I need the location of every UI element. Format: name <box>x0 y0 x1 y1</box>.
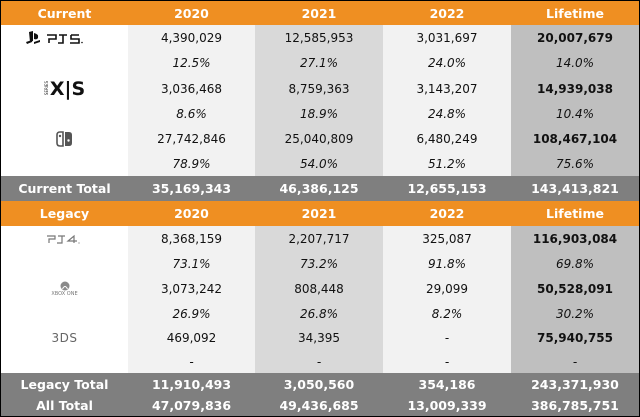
table-row-ps4-share: 73.1% 73.2% 91.8% 69.8% <box>1 251 639 277</box>
legacy-total-lifetime: 243,371,930 <box>511 373 639 395</box>
xbox-one-2021-share: 26.8% <box>255 301 383 326</box>
3ds-2021-share: - <box>255 350 383 373</box>
ps5-logo-icon <box>1 25 128 50</box>
ps4-2022-share: 91.8% <box>383 251 511 276</box>
current-total-label: Current Total <box>1 176 128 201</box>
table-row-ps5-share: 12.5% 27.1% 24.0% 14.0% <box>1 50 639 77</box>
3ds-2021-units: 34,395 <box>255 326 383 350</box>
xbox-one-2020-share: 26.9% <box>128 301 255 326</box>
xs-2020-units: 3,036,468 <box>128 76 255 101</box>
xbox-one-2020-units: 3,073,242 <box>128 276 255 301</box>
nintendo-switch-logo-icon <box>1 126 128 151</box>
ps4-2022-units: 325,087 <box>383 226 511 251</box>
header-legacy: Legacy <box>1 201 128 226</box>
all-total-2022: 13,009,339 <box>383 395 511 416</box>
xbox-series-logo-icon: SERIES X|S <box>1 76 128 101</box>
ps5-lifetime-share: 14.0% <box>511 50 639 76</box>
legacy-header-2021: 2021 <box>255 201 383 226</box>
switch-2021-units: 25,040,809 <box>255 126 383 151</box>
switch-2022-share: 51.2% <box>383 151 511 176</box>
table-row-switch-share: 78.9% 54.0% 51.2% 75.6% <box>1 151 639 176</box>
xbox-one-lifetime-share: 30.2% <box>511 301 639 326</box>
3ds-2020-share: - <box>128 350 255 373</box>
switch-lifetime-units: 108,467,104 <box>511 126 639 151</box>
current-total-lifetime: 143,413,821 <box>511 176 639 201</box>
all-total-2020: 47,079,836 <box>128 395 255 416</box>
table-row-3ds-units: 3DS 469,092 34,395 - 75,940,755 <box>1 326 639 350</box>
current-total-2020: 35,169,343 <box>128 176 255 201</box>
3ds-2022-units: - <box>383 326 511 350</box>
table-row-3ds-share: - - - - <box>1 350 639 373</box>
current-header-row: Current 2020 2021 2022 Lifetime <box>1 1 639 25</box>
3ds-lifetime-share: - <box>511 350 639 373</box>
current-total-2022: 12,655,153 <box>383 176 511 201</box>
switch-2021-share: 54.0% <box>255 151 383 176</box>
3ds-2020-units: 469,092 <box>128 326 255 350</box>
header-lifetime: Lifetime <box>511 1 639 25</box>
xs-2021-units: 8,759,363 <box>255 76 383 101</box>
switch-2020-units: 27,742,846 <box>128 126 255 151</box>
header-2021: 2021 <box>255 1 383 25</box>
ps5-2020-share: 12.5% <box>128 50 255 76</box>
legacy-total-2022: 354,186 <box>383 373 511 395</box>
table-row-xbox-one-share: 26.9% 26.8% 8.2% 30.2% <box>1 301 639 327</box>
ps5-2022-share: 24.0% <box>383 50 511 76</box>
table-row-xbox-one-units: XBOX ONE 3,073,242 808,448 29,099 50,528… <box>1 276 639 301</box>
xbox-one-logo-icon: XBOX ONE <box>1 276 128 301</box>
xs-2022-units: 3,143,207 <box>383 76 511 101</box>
3ds-logo-icon: 3DS <box>1 326 128 350</box>
all-total-label: All Total <box>1 395 128 416</box>
current-total-row: Current Total 35,169,343 46,386,125 12,6… <box>1 176 639 201</box>
xs-2021-share: 18.9% <box>255 101 383 126</box>
all-total-2021: 49,436,685 <box>255 395 383 416</box>
legacy-header-2020: 2020 <box>128 201 255 226</box>
legacy-total-2021: 3,050,560 <box>255 373 383 395</box>
3ds-lifetime-units: 75,940,755 <box>511 326 639 350</box>
3ds-2022-share: - <box>383 350 511 373</box>
ps4-2020-units: 8,368,159 <box>128 226 255 251</box>
header-current: Current <box>1 1 128 25</box>
table-row-xs-share: 8.6% 18.9% 24.8% 10.4% <box>1 101 639 127</box>
ps4-lifetime-units: 116,903,084 <box>511 226 639 251</box>
table-row-xs-units: SERIES X|S 3,036,468 8,759,363 3,143,207… <box>1 76 639 101</box>
xbox-one-2021-units: 808,448 <box>255 276 383 301</box>
ps4-2021-share: 73.2% <box>255 251 383 276</box>
xbox-one-2022-share: 8.2% <box>383 301 511 326</box>
table-row-ps4-units: 8,368,159 2,207,717 325,087 116,903,084 <box>1 226 639 251</box>
legacy-header-lifetime: Lifetime <box>511 201 639 226</box>
ps5-2022-units: 3,031,697 <box>383 25 511 50</box>
current-total-2021: 46,386,125 <box>255 176 383 201</box>
ps5-2021-share: 27.1% <box>255 50 383 76</box>
xbox-one-2022-units: 29,099 <box>383 276 511 301</box>
legacy-total-label: Legacy Total <box>1 373 128 395</box>
table-row-switch-units: 27,742,846 25,040,809 6,480,249 108,467,… <box>1 126 639 151</box>
xs-2020-share: 8.6% <box>128 101 255 126</box>
switch-2020-share: 78.9% <box>128 151 255 176</box>
legacy-header-2022: 2022 <box>383 201 511 226</box>
ps4-2020-share: 73.1% <box>128 251 255 276</box>
all-total-lifetime: 386,785,751 <box>511 395 639 416</box>
ps4-lifetime-share: 69.8% <box>511 251 639 276</box>
xs-lifetime-units: 14,939,038 <box>511 76 639 101</box>
legacy-header-row: Legacy 2020 2021 2022 Lifetime <box>1 201 639 226</box>
header-2020: 2020 <box>128 1 255 25</box>
xs-2022-share: 24.8% <box>383 101 511 126</box>
ps4-2021-units: 2,207,717 <box>255 226 383 251</box>
ps5-lifetime-units: 20,007,679 <box>511 25 639 50</box>
legacy-total-row: Legacy Total 11,910,493 3,050,560 354,18… <box>1 373 639 396</box>
legacy-total-2020: 11,910,493 <box>128 373 255 395</box>
ps4-logo-icon <box>1 226 128 251</box>
header-2022: 2022 <box>383 1 511 25</box>
ps5-2020-units: 4,390,029 <box>128 25 255 50</box>
all-total-row: All Total 47,079,836 49,436,685 13,009,3… <box>1 395 639 416</box>
switch-lifetime-share: 75.6% <box>511 151 639 176</box>
table-row-ps5-units: 4,390,029 12,585,953 3,031,697 20,007,67… <box>1 25 639 50</box>
switch-2022-units: 6,480,249 <box>383 126 511 151</box>
xbox-one-lifetime-units: 50,528,091 <box>511 276 639 301</box>
ps5-2021-units: 12,585,953 <box>255 25 383 50</box>
xs-lifetime-share: 10.4% <box>511 101 639 126</box>
